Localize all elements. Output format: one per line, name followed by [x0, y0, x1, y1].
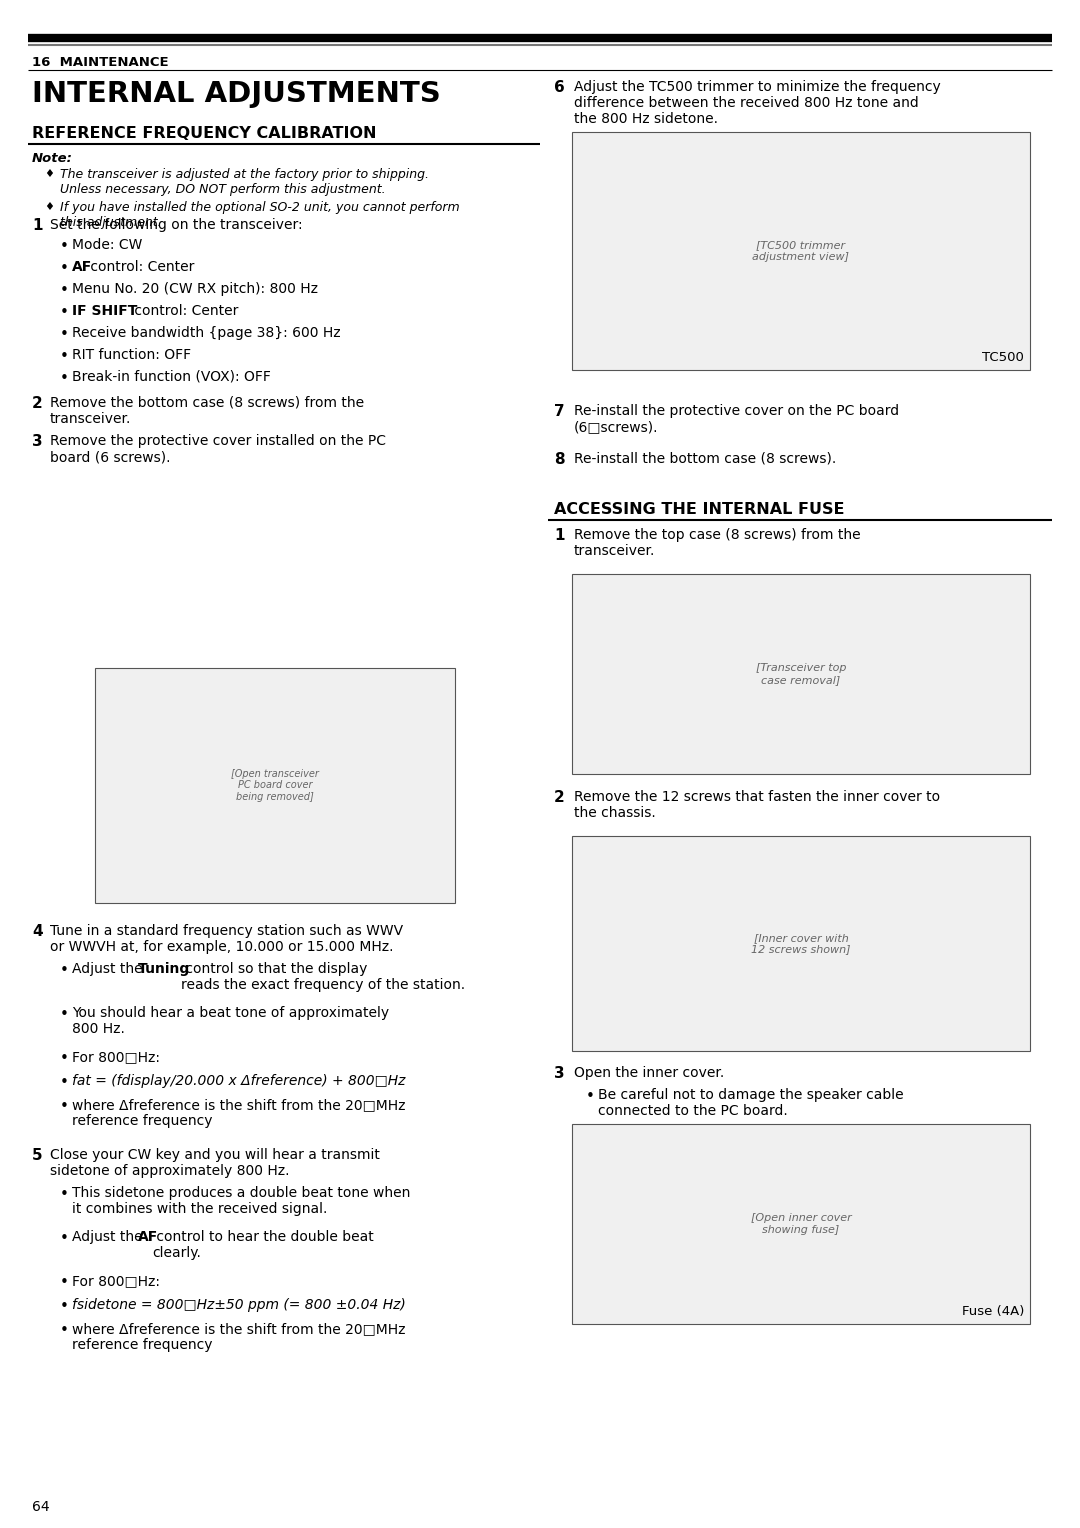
Text: Mode: CW: Mode: CW — [72, 238, 143, 252]
Text: AF: AF — [72, 260, 92, 274]
Text: Set the following on the transceiver:: Set the following on the transceiver: — [50, 219, 302, 232]
Text: Tuning: Tuning — [138, 963, 190, 976]
Text: Fuse (4A): Fuse (4A) — [961, 1305, 1024, 1319]
Text: Be careful not to damage the speaker cable
connected to the PC board.: Be careful not to damage the speaker cab… — [598, 1088, 904, 1118]
Text: •: • — [60, 238, 69, 254]
Text: •: • — [586, 1089, 595, 1105]
Text: fsidetone = 800□Hz±50 ppm (= 800 ±0.04 Hz): fsidetone = 800□Hz±50 ppm (= 800 ±0.04 H… — [72, 1297, 406, 1313]
Text: 3: 3 — [32, 434, 42, 449]
Bar — [95, 668, 455, 903]
Text: •: • — [60, 1007, 69, 1022]
Text: [TC500 trimmer
adjustment view]: [TC500 trimmer adjustment view] — [753, 240, 850, 261]
Bar — [572, 1125, 1030, 1323]
Text: 3: 3 — [554, 1067, 565, 1080]
Text: IF SHIFT: IF SHIFT — [72, 304, 137, 318]
Text: 5: 5 — [32, 1148, 42, 1163]
Text: control: Center: control: Center — [130, 304, 238, 318]
Text: •: • — [60, 963, 69, 978]
Text: control: Center: control: Center — [86, 260, 194, 274]
Text: Menu No. 20 (CW RX pitch): 800 Hz: Menu No. 20 (CW RX pitch): 800 Hz — [72, 283, 318, 296]
Text: REFERENCE FREQUENCY CALIBRATION: REFERENCE FREQUENCY CALIBRATION — [32, 125, 377, 141]
Text: •: • — [60, 1299, 69, 1314]
Text: Adjust the: Adjust the — [72, 1230, 147, 1244]
Text: •: • — [60, 283, 69, 298]
Text: Remove the protective cover installed on the PC
board (6 screws).: Remove the protective cover installed on… — [50, 434, 386, 465]
Text: •: • — [60, 348, 69, 364]
Text: This sidetone produces a double beat tone when
it combines with the received sig: This sidetone produces a double beat ton… — [72, 1186, 410, 1216]
Text: •: • — [60, 327, 69, 342]
Text: where Δfreference is the shift from the 20□MHz
reference frequency: where Δfreference is the shift from the … — [72, 1322, 405, 1352]
Text: 2: 2 — [32, 396, 43, 411]
Text: Tune in a standard frequency station such as WWV
or WWVH at, for example, 10.000: Tune in a standard frequency station suc… — [50, 924, 403, 953]
Text: fat = (fdisplay/20.000 x Δfreference) + 800□Hz: fat = (fdisplay/20.000 x Δfreference) + … — [72, 1074, 405, 1088]
Text: TC500: TC500 — [982, 351, 1024, 364]
Text: You should hear a beat tone of approximately
800 Hz.: You should hear a beat tone of approxima… — [72, 1005, 389, 1036]
Text: •: • — [60, 306, 69, 319]
Text: INTERNAL ADJUSTMENTS: INTERNAL ADJUSTMENTS — [32, 79, 441, 108]
Text: •: • — [60, 1051, 69, 1067]
Text: •: • — [60, 1076, 69, 1089]
Bar — [572, 575, 1030, 775]
Text: •: • — [60, 1274, 69, 1290]
Text: For 800□Hz:: For 800□Hz: — [72, 1050, 160, 1063]
Text: Close your CW key and you will hear a transmit
sidetone of approximately 800 Hz.: Close your CW key and you will hear a tr… — [50, 1148, 380, 1178]
Text: •: • — [60, 1232, 69, 1245]
Text: where Δfreference is the shift from the 20□MHz
reference frequency: where Δfreference is the shift from the … — [72, 1099, 405, 1128]
Bar — [572, 836, 1030, 1051]
Text: Receive bandwidth {page 38}: 600 Hz: Receive bandwidth {page 38}: 600 Hz — [72, 325, 340, 341]
Text: The transceiver is adjusted at the factory prior to shipping.
Unless necessary, : The transceiver is adjusted at the facto… — [60, 168, 429, 196]
Text: 1: 1 — [32, 219, 42, 232]
Text: ♦: ♦ — [44, 170, 54, 179]
Text: Note:: Note: — [32, 151, 72, 165]
Text: •: • — [60, 261, 69, 277]
Text: [Open inner cover
showing fuse]: [Open inner cover showing fuse] — [751, 1213, 851, 1235]
Text: •: • — [60, 1323, 69, 1339]
Text: 7: 7 — [554, 403, 565, 419]
Text: ACCESSING THE INTERNAL FUSE: ACCESSING THE INTERNAL FUSE — [554, 503, 845, 516]
Text: control to hear the double beat
clearly.: control to hear the double beat clearly. — [152, 1230, 374, 1261]
Text: 8: 8 — [554, 452, 565, 468]
Text: 2: 2 — [554, 790, 565, 805]
Bar — [572, 131, 1030, 370]
Text: Adjust the: Adjust the — [72, 963, 147, 976]
Text: Open the inner cover.: Open the inner cover. — [573, 1067, 725, 1080]
Text: Re-install the bottom case (8 screws).: Re-install the bottom case (8 screws). — [573, 452, 836, 466]
Text: Adjust the TC500 trimmer to minimize the frequency
difference between the receiv: Adjust the TC500 trimmer to minimize the… — [573, 79, 941, 127]
Text: •: • — [60, 1099, 69, 1114]
Text: Break-in function (VOX): OFF: Break-in function (VOX): OFF — [72, 370, 271, 384]
Text: 4: 4 — [32, 924, 42, 940]
Text: AF: AF — [138, 1230, 159, 1244]
Text: Re-install the protective cover on the PC board
(6□screws).: Re-install the protective cover on the P… — [573, 403, 900, 434]
Text: RIT function: OFF: RIT function: OFF — [72, 348, 191, 362]
Text: 64: 64 — [32, 1500, 50, 1514]
Text: [Transceiver top
case removal]: [Transceiver top case removal] — [756, 663, 847, 685]
Text: 16  MAINTENANCE: 16 MAINTENANCE — [32, 57, 168, 69]
Text: If you have installed the optional SO-2 unit, you cannot perform
this adjustment: If you have installed the optional SO-2 … — [60, 202, 460, 229]
Text: For 800□Hz:: For 800□Hz: — [72, 1274, 160, 1288]
Text: Remove the 12 screws that fasten the inner cover to
the chassis.: Remove the 12 screws that fasten the inn… — [573, 790, 940, 821]
Text: control so that the display
reads the exact frequency of the station.: control so that the display reads the ex… — [181, 963, 465, 992]
Text: [Open transceiver
PC board cover
being removed]: [Open transceiver PC board cover being r… — [231, 769, 319, 802]
Text: 1: 1 — [554, 529, 565, 542]
Text: •: • — [60, 1187, 69, 1203]
Text: ♦: ♦ — [44, 202, 54, 212]
Text: Remove the bottom case (8 screws) from the
transceiver.: Remove the bottom case (8 screws) from t… — [50, 396, 364, 426]
Text: [Inner cover with
12 screws shown]: [Inner cover with 12 screws shown] — [752, 932, 851, 955]
Text: Remove the top case (8 screws) from the
transceiver.: Remove the top case (8 screws) from the … — [573, 529, 861, 558]
Text: •: • — [60, 371, 69, 387]
Text: 6: 6 — [554, 79, 565, 95]
